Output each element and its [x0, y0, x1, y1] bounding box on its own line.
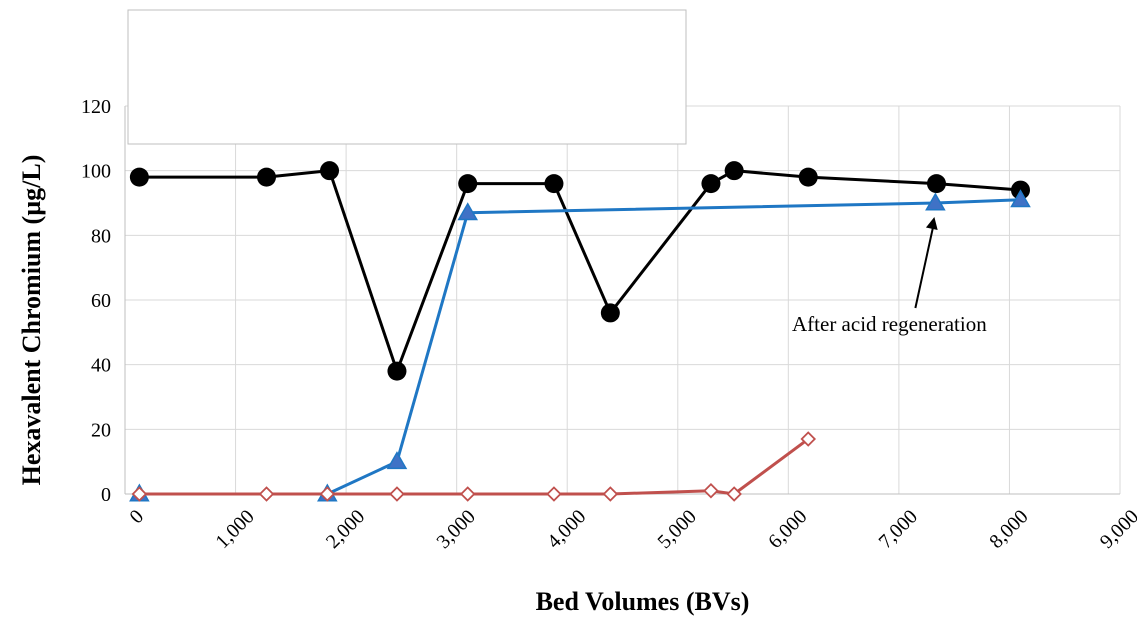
series-1 — [129, 161, 1030, 381]
data-point — [546, 486, 562, 502]
annotation-group: After acid regeneration — [792, 217, 987, 336]
data-point — [258, 486, 275, 502]
data-point — [602, 486, 619, 502]
series-2 — [129, 189, 1031, 502]
series-3 — [131, 431, 817, 502]
data-point — [544, 174, 564, 194]
y-tick-label: 40 — [91, 355, 111, 377]
data-point — [798, 167, 818, 187]
data-point — [387, 361, 407, 381]
annotation-arrow — [914, 220, 936, 309]
y-tick-label: 100 — [81, 161, 111, 183]
x-axis-title: Bed Volumes (BVs) — [536, 587, 750, 616]
data-point — [703, 482, 719, 499]
x-tick-label: 0 — [126, 506, 149, 529]
data-point — [459, 486, 476, 502]
data-point — [389, 486, 405, 502]
x-tick-label: 6,000 — [764, 506, 811, 553]
data-point — [320, 161, 340, 181]
data-point — [701, 174, 721, 194]
data-point — [1010, 189, 1031, 208]
data-point — [257, 167, 277, 187]
grid — [124, 105, 1121, 495]
annotation-arrowhead — [925, 217, 938, 231]
x-tick-label: 7,000 — [875, 506, 922, 553]
x-tick-label: 9,000 — [1096, 506, 1137, 553]
data-point — [926, 174, 946, 194]
data-point — [724, 161, 744, 181]
series-layer — [129, 161, 1031, 502]
x-tick-label: 2,000 — [322, 506, 369, 553]
y-tick-label: 120 — [81, 96, 111, 118]
y-tick-label: 0 — [101, 484, 111, 506]
data-point — [457, 202, 479, 221]
series-line — [139, 169, 1021, 373]
data-point — [726, 486, 742, 502]
x-tick-label: 4,000 — [543, 506, 590, 553]
data-point — [925, 192, 946, 211]
x-tick-label: 3,000 — [432, 506, 479, 553]
annotation-label: After acid regeneration — [792, 312, 987, 336]
y-axis-title: Hexavalent Chromium (µg/L) — [17, 155, 46, 486]
data-point — [458, 174, 478, 194]
x-tick-label: 8,000 — [985, 506, 1032, 553]
y-tick-label: 20 — [91, 419, 111, 441]
data-point — [319, 486, 336, 502]
series-line — [139, 437, 810, 496]
data-point — [131, 486, 148, 502]
data-point — [386, 451, 408, 470]
x-tick-label: 5,000 — [654, 506, 701, 553]
data-point — [600, 303, 620, 323]
y-tick-label: 60 — [91, 290, 111, 312]
legend-box — [127, 9, 687, 145]
y-tick-label: 80 — [91, 225, 111, 247]
data-point — [129, 167, 149, 187]
data-point — [800, 431, 817, 447]
x-tick-label: 1,000 — [211, 506, 258, 553]
